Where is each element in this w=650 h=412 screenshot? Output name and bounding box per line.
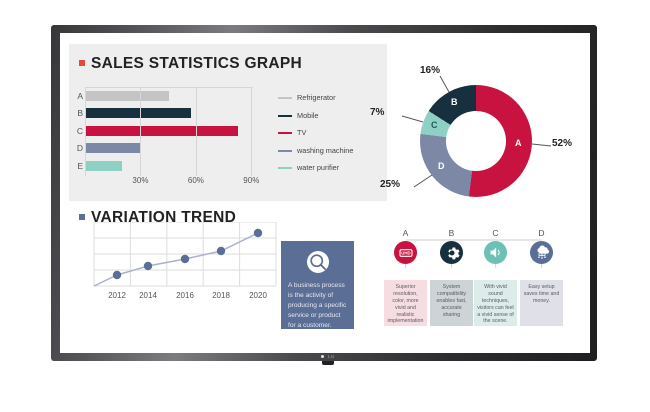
svg-text:UHD: UHD (401, 250, 410, 255)
